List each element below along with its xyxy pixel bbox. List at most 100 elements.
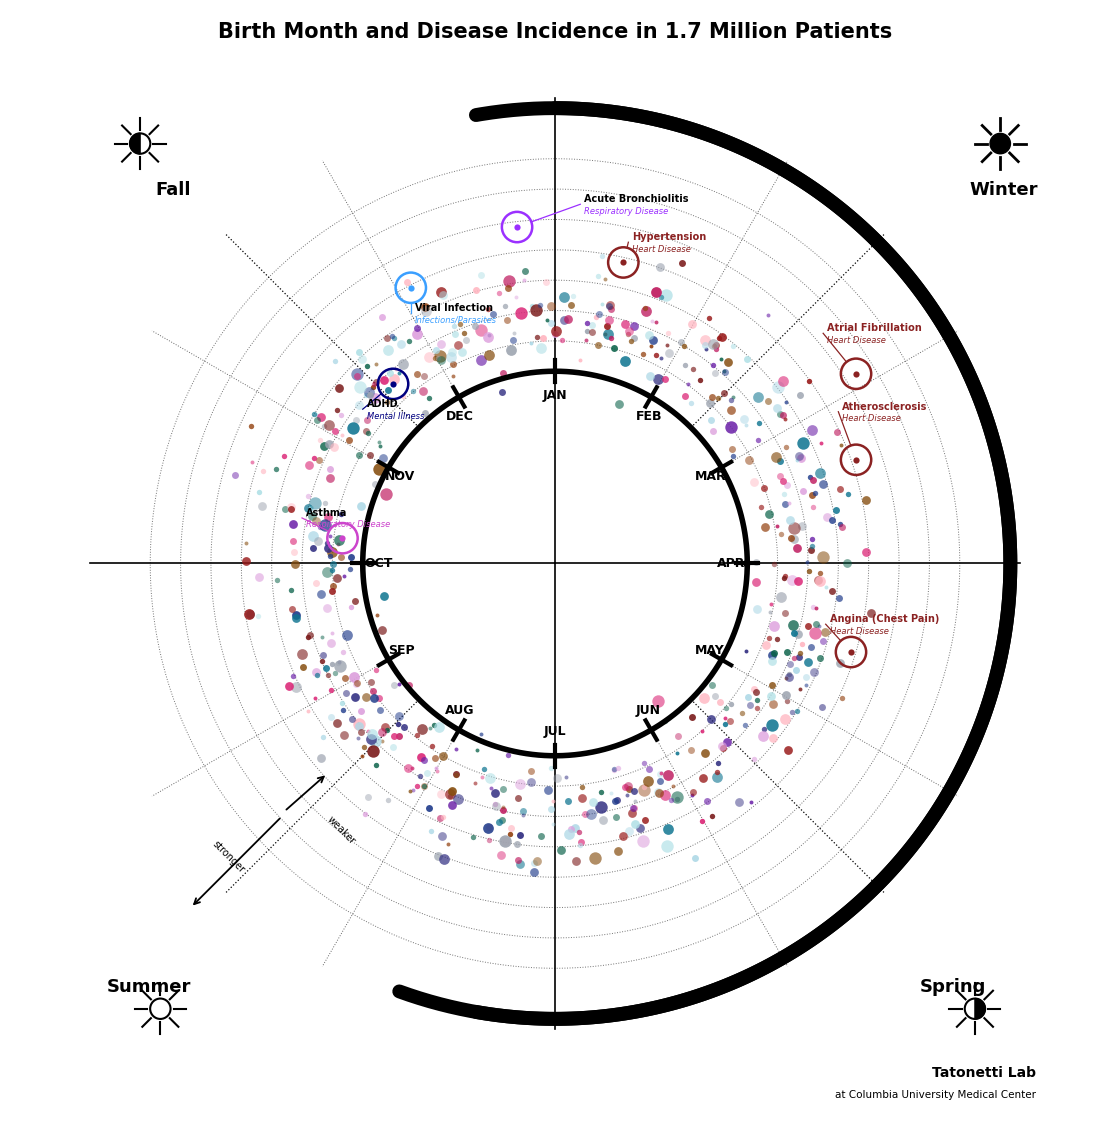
- Point: [716, 363, 734, 381]
- Point: [626, 792, 644, 810]
- Point: [777, 686, 795, 704]
- Point: [347, 366, 365, 384]
- Point: [443, 347, 461, 365]
- Point: [332, 657, 350, 675]
- Point: [391, 708, 408, 726]
- Point: [793, 635, 810, 653]
- Point: [785, 648, 803, 666]
- Point: [659, 819, 677, 837]
- Point: [364, 682, 382, 700]
- Text: JAN: JAN: [543, 389, 567, 401]
- Point: [375, 371, 393, 389]
- Point: [342, 549, 360, 567]
- Point: [763, 595, 780, 613]
- Point: [586, 850, 604, 868]
- Text: JUL: JUL: [544, 726, 566, 738]
- Point: [534, 329, 552, 347]
- Point: [624, 804, 642, 822]
- Point: [402, 782, 420, 800]
- Point: [768, 630, 786, 648]
- Point: [695, 769, 713, 787]
- Point: [250, 482, 268, 500]
- Point: [760, 603, 778, 621]
- Point: [647, 313, 665, 331]
- Point: [723, 694, 740, 712]
- Point: [359, 721, 376, 739]
- Point: [567, 852, 585, 870]
- Text: Birth Month and Disease Incidence in 1.7 Million Patients: Birth Month and Disease Incidence in 1.7…: [218, 23, 892, 42]
- Point: [333, 694, 351, 712]
- Point: [601, 295, 618, 313]
- Point: [748, 699, 766, 717]
- Point: [788, 452, 806, 470]
- Point: [626, 317, 644, 335]
- Point: [625, 799, 643, 817]
- Point: [800, 562, 818, 580]
- Point: [704, 356, 722, 374]
- Point: [385, 370, 403, 388]
- Point: [803, 541, 820, 559]
- Point: [596, 325, 614, 343]
- Point: [784, 570, 801, 588]
- Point: [788, 539, 806, 557]
- Point: [789, 625, 807, 644]
- Point: [768, 449, 786, 467]
- Point: [790, 648, 808, 666]
- Point: [421, 799, 438, 817]
- Point: [555, 287, 573, 305]
- Text: Infections/Parasites: Infections/Parasites: [415, 316, 497, 325]
- Point: [814, 474, 831, 492]
- Point: [547, 322, 565, 340]
- Point: [371, 460, 388, 478]
- Point: [447, 765, 465, 783]
- Point: [303, 507, 321, 525]
- Point: [775, 485, 793, 503]
- Point: [379, 393, 396, 411]
- Point: [366, 390, 384, 408]
- Point: [757, 636, 775, 654]
- Point: [818, 508, 836, 526]
- Point: [658, 836, 676, 854]
- Point: [310, 452, 327, 470]
- Point: [532, 827, 549, 845]
- Point: [413, 720, 431, 738]
- Point: [299, 628, 316, 646]
- Point: [480, 818, 497, 836]
- Point: [502, 341, 519, 360]
- Point: [747, 573, 765, 591]
- Point: [330, 654, 347, 672]
- Point: [601, 298, 618, 316]
- Point: [794, 434, 811, 452]
- Point: [443, 782, 461, 800]
- Point: [432, 350, 450, 369]
- Point: [804, 538, 821, 556]
- Point: [411, 766, 428, 784]
- Point: [431, 347, 448, 365]
- Point: [360, 383, 377, 401]
- Point: [668, 744, 686, 762]
- Point: [390, 715, 407, 733]
- Point: [649, 783, 667, 801]
- Point: [800, 372, 818, 390]
- Text: Respiratory Disease: Respiratory Disease: [584, 206, 668, 215]
- Point: [379, 381, 396, 399]
- Point: [615, 827, 633, 845]
- Point: [416, 298, 434, 316]
- Point: [583, 323, 601, 341]
- Point: [457, 330, 475, 348]
- Point: [709, 754, 727, 772]
- Point: [376, 718, 394, 736]
- Point: [443, 796, 461, 814]
- Point: [482, 769, 500, 787]
- Point: [653, 349, 670, 367]
- Point: [428, 762, 446, 780]
- Point: [776, 410, 794, 428]
- Point: [373, 621, 391, 639]
- Point: [443, 343, 461, 361]
- Point: [657, 286, 675, 304]
- Point: [320, 666, 337, 684]
- Point: [587, 308, 605, 326]
- Point: [696, 744, 714, 762]
- Point: [669, 727, 687, 745]
- Point: [269, 570, 286, 588]
